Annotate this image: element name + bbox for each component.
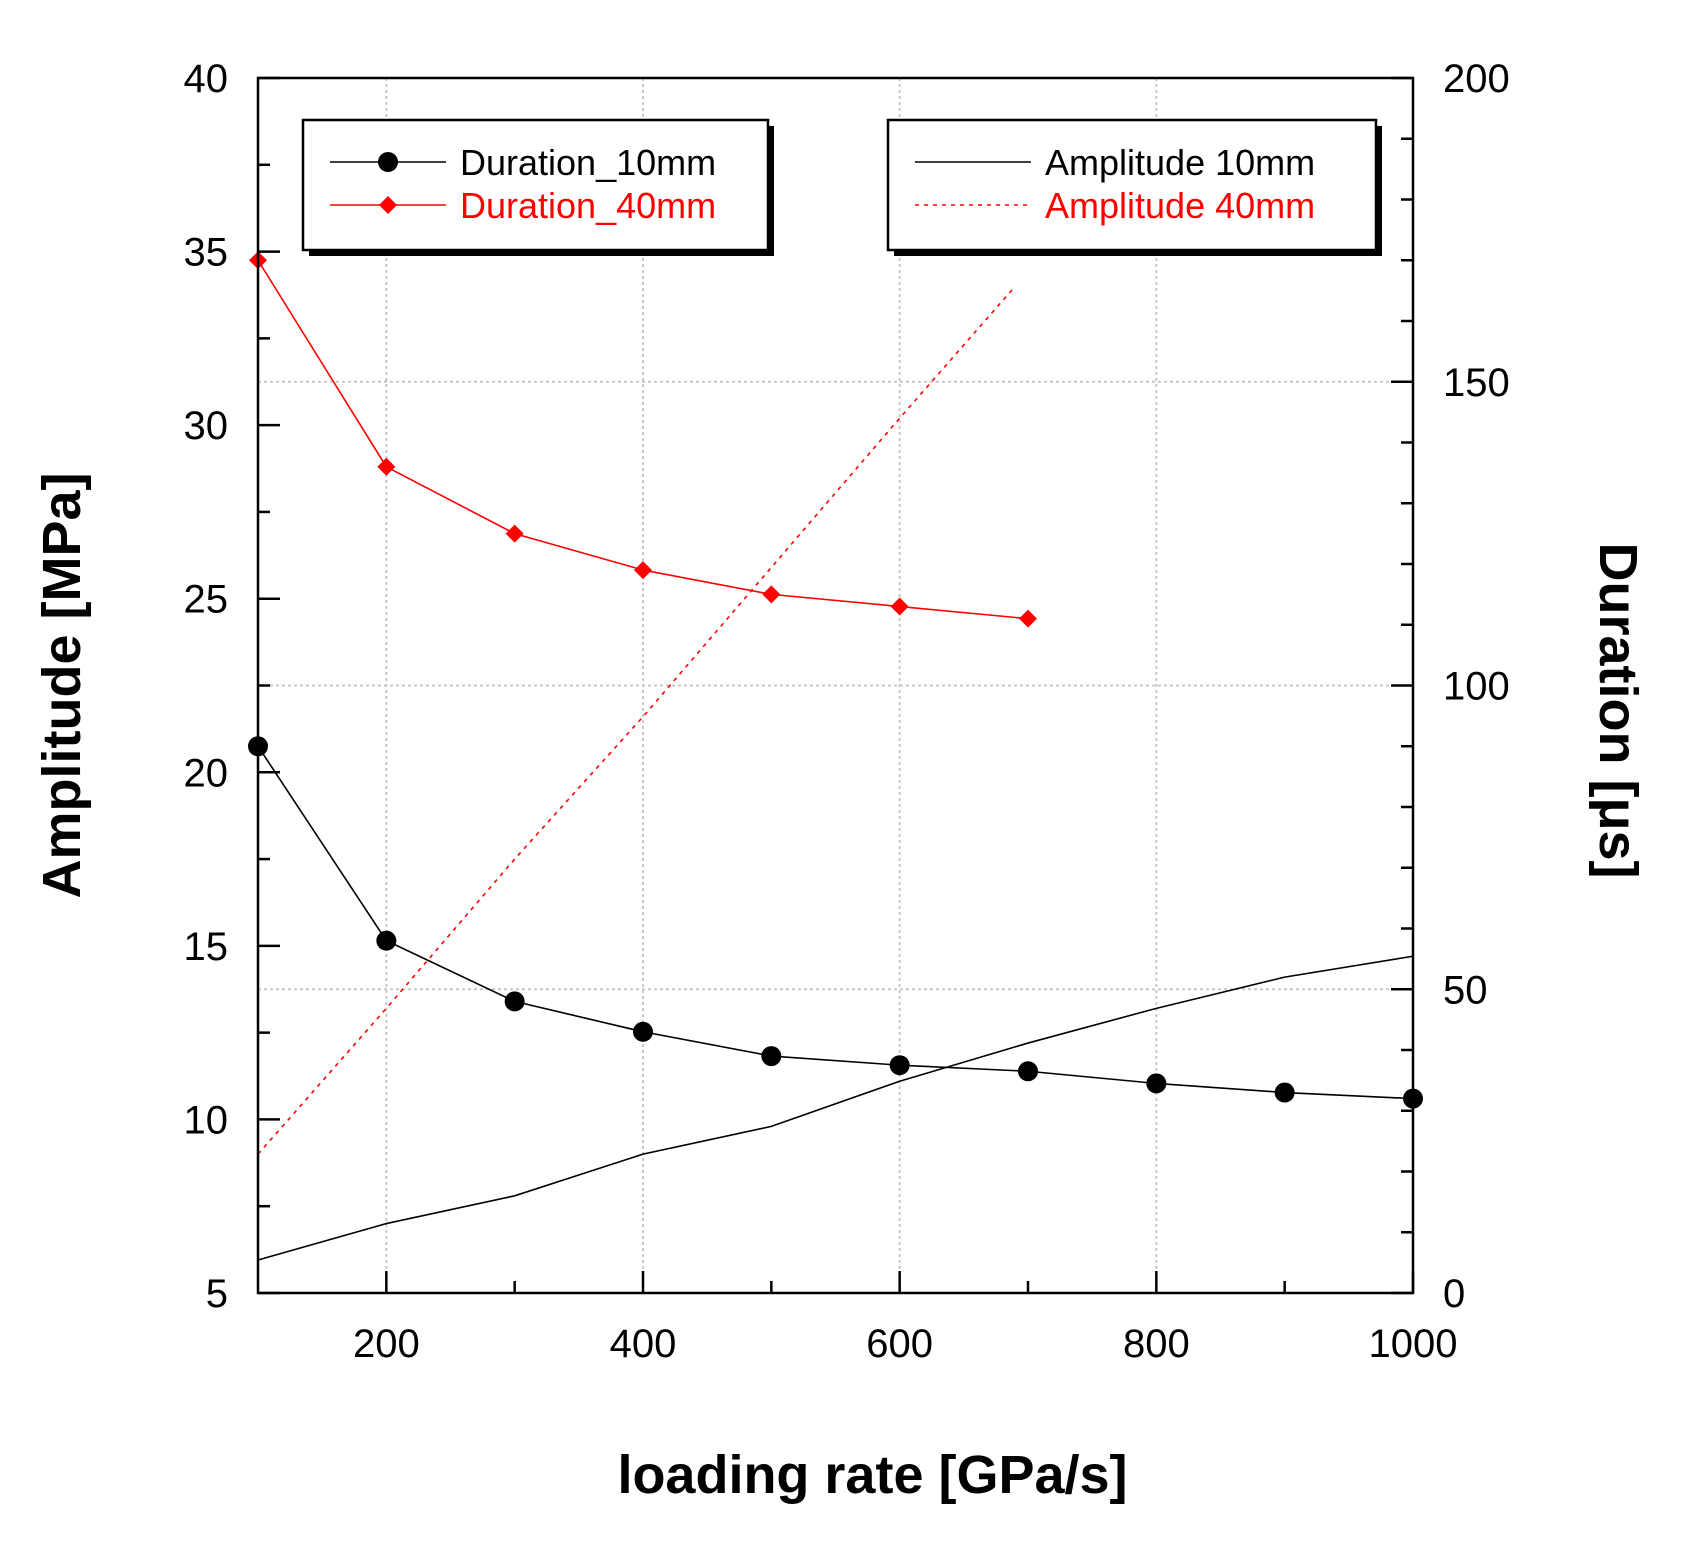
y-right-tick-label: 150	[1443, 361, 1510, 405]
legend-marker	[378, 152, 398, 172]
data-point-duration-10mm	[1274, 1082, 1295, 1103]
x-tick-label: 400	[610, 1322, 677, 1366]
data-point-duration-40mm	[1019, 609, 1037, 628]
x-tick-label: 800	[1123, 1322, 1190, 1366]
data-point-duration-40mm	[762, 585, 781, 604]
y-left-tick-label: 40	[184, 57, 229, 101]
y-left-tick-label: 35	[184, 231, 229, 275]
data-point-duration-40mm	[890, 597, 909, 616]
y-left-tick-label: 30	[184, 404, 229, 448]
y-right-tick-label: 50	[1443, 968, 1488, 1012]
x-axis-title: loading rate [GPa/s]	[617, 1445, 1127, 1505]
x-tick-label: 600	[866, 1322, 933, 1366]
data-point-duration-10mm	[376, 930, 397, 951]
data-point-duration-10mm	[761, 1046, 782, 1067]
grid-layer	[258, 78, 1413, 1293]
data-point-duration-10mm	[504, 991, 525, 1012]
y-right-tick-label: 0	[1443, 1272, 1465, 1316]
series-line-amplitude-10mm	[257, 955, 1414, 1261]
ticks-layer: 200 400 600 800 1000510152025303540050100150…	[184, 57, 1510, 1366]
y-right-tick-label: 200	[1443, 57, 1510, 101]
data-point-duration-10mm	[1146, 1073, 1167, 1094]
legend-box	[886, 118, 1378, 252]
y-right-tick-label: 100	[1443, 665, 1510, 709]
legend-label: Duration_10mm	[460, 142, 716, 183]
y-axis-left-title: Amplitude [MPa]	[32, 473, 92, 899]
y-left-tick-label: 5	[206, 1272, 228, 1316]
y-left-tick-label: 15	[184, 925, 229, 969]
legend-label: Amplitude 40mm	[1045, 185, 1315, 226]
legend-label: Amplitude 10mm	[1045, 142, 1315, 183]
y-left-tick-label: 20	[184, 751, 229, 795]
legend-box	[301, 118, 770, 252]
x-tick-label: 1000	[1369, 1322, 1458, 1366]
legend-marker	[379, 196, 397, 214]
y-left-tick-label: 10	[184, 1098, 229, 1142]
y-axis-right-title: Duration [μs]	[1588, 542, 1648, 878]
data-point-duration-40mm	[634, 561, 652, 580]
data-point-duration-40mm	[505, 524, 524, 543]
series-line-duration-10mm	[257, 745, 1414, 1100]
series-line-amplitude-40mm	[257, 285, 1016, 1155]
data-point-duration-40mm	[377, 457, 396, 476]
y-left-tick-label: 25	[184, 578, 229, 622]
series-layer	[248, 251, 1423, 1261]
data-point-duration-10mm	[889, 1055, 910, 1076]
data-point-duration-10mm	[633, 1021, 653, 1042]
x-tick-label: 200	[353, 1322, 420, 1366]
data-point-duration-10mm	[1018, 1061, 1038, 1082]
legend-label: Duration_40mm	[460, 185, 716, 226]
